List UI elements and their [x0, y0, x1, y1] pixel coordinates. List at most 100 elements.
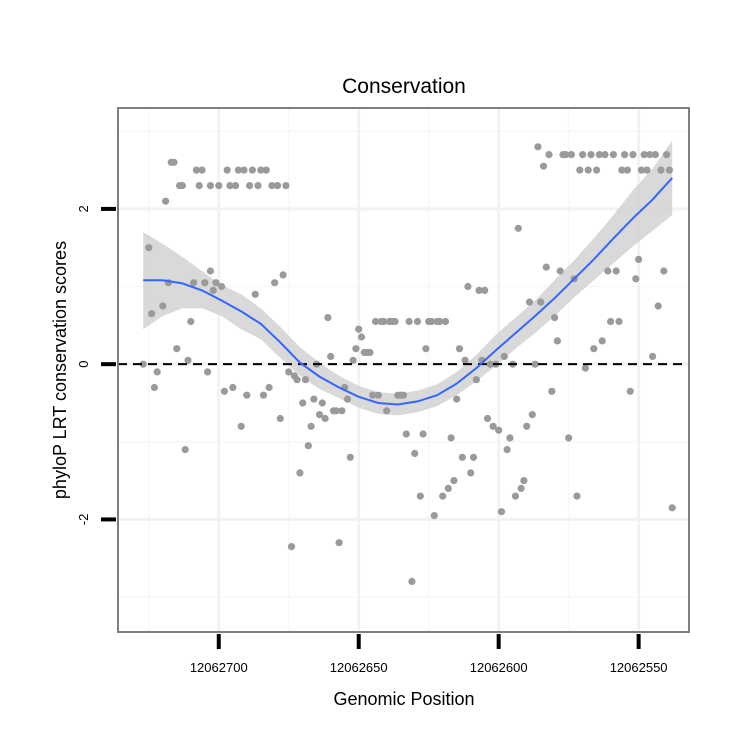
data-point: [584, 166, 592, 174]
data-point: [369, 391, 377, 399]
loess-smooth-line: [143, 177, 673, 406]
data-point: [607, 317, 615, 326]
data-point: [469, 453, 478, 461]
data-point: [299, 399, 307, 407]
data-point: [366, 348, 374, 357]
data-point: [215, 182, 223, 190]
data-point: [436, 317, 444, 326]
data-point: [475, 286, 483, 294]
data-point: [265, 383, 273, 392]
data-point: [427, 317, 436, 326]
gridlines: [118, 108, 689, 632]
data-point: [198, 166, 206, 174]
data-point: [162, 197, 170, 205]
data-point: [604, 267, 612, 275]
data-point: [422, 345, 430, 353]
data-point: [548, 387, 556, 395]
data-point: [293, 376, 301, 384]
data-point: [371, 317, 380, 326]
data-point: [279, 271, 287, 279]
data-point: [629, 151, 637, 159]
data-point: [455, 345, 464, 353]
data-point: [665, 166, 674, 174]
x-tick-label: 12062600: [470, 660, 528, 675]
data-point: [520, 477, 528, 485]
data-point: [618, 166, 626, 174]
data-point: [243, 391, 251, 399]
x-tick-label: 12062700: [190, 660, 248, 675]
data-point: [408, 577, 416, 586]
data-point: [349, 356, 357, 364]
data-point: [248, 166, 256, 174]
data-point: [447, 434, 455, 442]
data-point: [380, 317, 388, 326]
data-point: [282, 182, 290, 190]
plot-panel: [117, 107, 690, 633]
data-point: [486, 360, 494, 368]
data-point: [668, 504, 676, 512]
data-point: [229, 383, 237, 392]
data-point: [139, 360, 147, 368]
data-point: [301, 376, 310, 384]
data-point: [184, 356, 192, 364]
data-point: [218, 282, 226, 291]
data-point: [598, 337, 606, 345]
data-point: [506, 434, 514, 442]
data-point: [187, 317, 195, 326]
data-point: [453, 395, 461, 403]
data-point: [257, 166, 265, 174]
data-point: [621, 151, 629, 159]
data-point: [542, 263, 550, 271]
data-point: [464, 282, 472, 291]
data-point: [355, 325, 363, 333]
data-point: [321, 414, 329, 423]
data-point: [335, 539, 343, 547]
data-point: [173, 345, 181, 353]
data-point: [450, 477, 458, 485]
data-point: [483, 414, 492, 423]
data-point: [511, 492, 520, 500]
data-point: [562, 151, 570, 159]
data-point: [539, 162, 548, 170]
data-point: [556, 267, 564, 275]
data-point: [439, 492, 447, 500]
data-point: [307, 422, 315, 430]
data-point: [651, 151, 660, 159]
y-axis-title: phyloP LRT conservation scores: [50, 241, 70, 499]
data-point: [232, 182, 240, 190]
data-point: [503, 446, 511, 454]
data-point: [411, 449, 419, 458]
data-point: [259, 391, 268, 399]
data-point: [660, 267, 668, 275]
data-point: [271, 279, 279, 287]
data-point: [637, 166, 646, 174]
data-point: [343, 395, 352, 403]
data-point: [209, 286, 217, 294]
data-point: [635, 255, 643, 263]
data-point: [206, 182, 214, 190]
data-point: [318, 399, 326, 407]
data-point: [626, 387, 634, 395]
data-point: [254, 182, 262, 190]
data-point: [517, 484, 525, 492]
data-point: [495, 426, 503, 434]
x-axis-title: Genomic Position: [333, 689, 474, 709]
data-point: [553, 337, 562, 345]
data-point: [357, 333, 366, 341]
data-point: [206, 267, 214, 275]
x-axis: 12062700 12062650 12062600 12062550: [190, 634, 668, 675]
data-point: [145, 244, 153, 252]
data-point: [234, 166, 242, 174]
data-point: [657, 166, 665, 174]
data-point: [237, 422, 245, 430]
y-tick-label: 0: [76, 361, 91, 368]
data-point: [615, 317, 623, 326]
data-point: [458, 453, 466, 461]
data-point: [581, 364, 590, 372]
data-point: [528, 411, 536, 419]
data-point: [399, 391, 408, 399]
data-point: [285, 368, 293, 376]
data-point: [273, 182, 282, 190]
data-point: [352, 345, 360, 353]
